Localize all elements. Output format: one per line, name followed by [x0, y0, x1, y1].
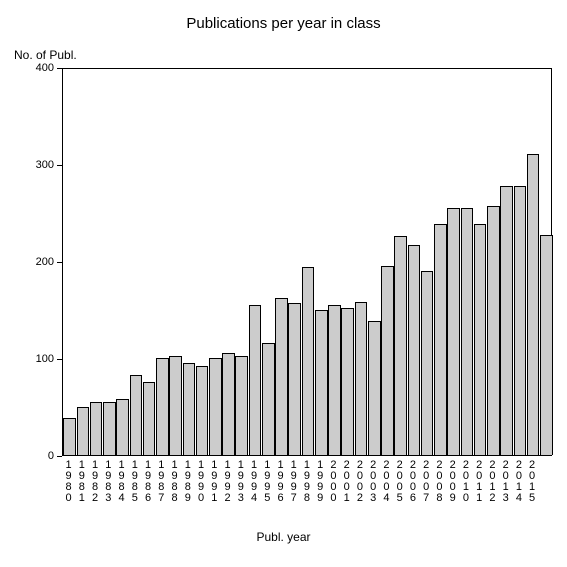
- x-tick-label: 2013: [499, 460, 512, 504]
- x-tick-label: 2005: [393, 460, 406, 504]
- y-tick-mark: [57, 359, 62, 360]
- x-tick-label: 1983: [102, 460, 115, 504]
- bar: [487, 206, 500, 455]
- bar: [328, 305, 341, 455]
- x-tick-label: 1982: [88, 460, 101, 504]
- y-tick-label: 0: [0, 450, 54, 462]
- bar: [116, 399, 129, 455]
- y-tick-mark: [57, 262, 62, 263]
- x-tick-label: 1996: [274, 460, 287, 504]
- bar: [368, 321, 381, 455]
- bar: [196, 366, 209, 455]
- bar: [447, 208, 460, 455]
- x-tick-label: 1985: [128, 460, 141, 504]
- bar: [315, 310, 328, 455]
- x-axis-label: Publ. year: [0, 530, 567, 544]
- bar: [527, 154, 540, 455]
- x-tick-label: 2015: [526, 460, 539, 504]
- y-axis-label: No. of Publ.: [14, 48, 77, 62]
- x-tick-label: 1981: [75, 460, 88, 504]
- bar: [209, 358, 222, 455]
- x-tick-label: 2014: [512, 460, 525, 504]
- y-tick-label: 200: [0, 256, 54, 268]
- x-tick-label: 2000: [327, 460, 340, 504]
- x-tick-label: 2006: [406, 460, 419, 504]
- y-tick-label: 300: [0, 159, 54, 171]
- x-tick-label: 1986: [141, 460, 154, 504]
- x-tick-label: 2010: [459, 460, 472, 504]
- bar: [77, 407, 90, 456]
- bar: [90, 402, 103, 455]
- y-tick-mark: [57, 68, 62, 69]
- chart-title: Publications per year in class: [0, 15, 567, 32]
- bar: [156, 358, 169, 455]
- chart-container: Publications per year in class No. of Pu…: [0, 0, 567, 567]
- x-tick-label: 2007: [420, 460, 433, 504]
- bar: [540, 235, 553, 455]
- y-tick-mark: [57, 165, 62, 166]
- x-tick-label: 2002: [353, 460, 366, 504]
- x-tick-label: 2009: [446, 460, 459, 504]
- bar: [381, 266, 394, 455]
- x-tick-label: 1984: [115, 460, 128, 504]
- bar: [500, 186, 513, 455]
- x-tick-label: 1988: [168, 460, 181, 504]
- bar: [394, 236, 407, 455]
- x-tick-label: 2008: [433, 460, 446, 504]
- bar: [434, 224, 447, 455]
- x-tick-label: 1995: [261, 460, 274, 504]
- x-tick-label: 1993: [234, 460, 247, 504]
- bar: [341, 308, 354, 455]
- x-tick-label: 1989: [181, 460, 194, 504]
- y-tick-label: 400: [0, 62, 54, 74]
- bar: [461, 208, 474, 455]
- x-tick-label: 1994: [247, 460, 260, 504]
- bar: [222, 353, 235, 455]
- x-tick-label: 2003: [367, 460, 380, 504]
- x-tick-label: 1998: [300, 460, 313, 504]
- bar: [183, 363, 196, 455]
- x-tick-label: 2012: [486, 460, 499, 504]
- bar: [288, 303, 301, 455]
- bar: [143, 382, 156, 455]
- y-tick-mark: [57, 456, 62, 457]
- bar: [275, 298, 288, 455]
- bar: [103, 402, 116, 455]
- y-tick-label: 100: [0, 353, 54, 365]
- bar: [249, 305, 262, 455]
- bar: [235, 356, 248, 455]
- plot-area: [62, 68, 552, 456]
- x-tick-label: 1987: [155, 460, 168, 504]
- bar: [474, 224, 487, 455]
- x-tick-label: 2001: [340, 460, 353, 504]
- x-tick-label: 2011: [473, 460, 486, 504]
- bar: [302, 267, 315, 455]
- x-tick-label: 1990: [194, 460, 207, 504]
- bar: [355, 302, 368, 455]
- bar: [169, 356, 182, 455]
- bar: [130, 375, 143, 456]
- x-tick-label: 1992: [221, 460, 234, 504]
- x-tick-label: 2004: [380, 460, 393, 504]
- x-tick-label: 1980: [62, 460, 75, 504]
- bar: [514, 186, 527, 455]
- x-tick-label: 1991: [208, 460, 221, 504]
- bar: [63, 418, 76, 455]
- bar: [408, 245, 421, 455]
- bar: [262, 343, 275, 455]
- x-tick-label: 1999: [314, 460, 327, 504]
- bar: [421, 271, 434, 455]
- x-tick-label: 1997: [287, 460, 300, 504]
